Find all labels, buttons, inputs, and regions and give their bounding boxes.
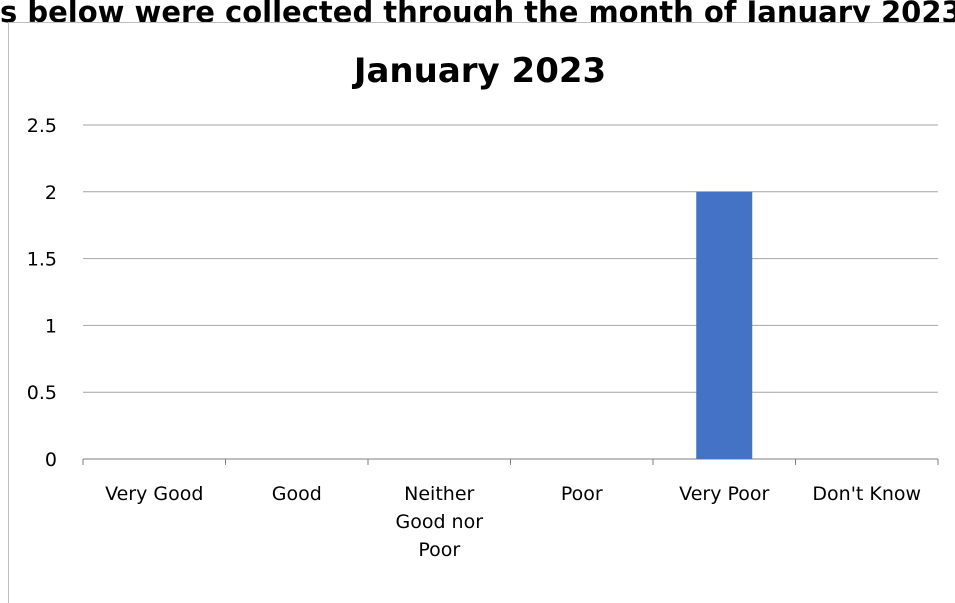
x-category-label-line: Poor — [418, 539, 460, 561]
x-category-label-line: Neither — [404, 483, 474, 505]
x-category-label-line: Don't Know — [812, 483, 921, 505]
x-category-label-line: Good — [272, 483, 322, 505]
x-category-label-line: Very Good — [105, 483, 203, 505]
y-tick-label: 2.5 — [27, 115, 57, 137]
x-category-label: Poor — [561, 483, 603, 505]
grid-lines — [83, 124, 938, 460]
x-axis-labels: Very Good Good Neither Good nor Poor Poor Very… — [105, 483, 921, 561]
y-tick-label: 0.5 — [27, 382, 57, 404]
x-axis — [82, 459, 939, 465]
bars — [696, 191, 753, 460]
x-category-label: Neither Good nor Poor — [395, 483, 483, 561]
bar — [696, 191, 753, 460]
y-tick-label: 1.5 — [27, 249, 57, 271]
bar-chart: January 2023 0 0.5 1 1.5 2 2.5 Very Good Good N… — [27, 51, 939, 561]
y-tick-label: 2 — [45, 182, 57, 204]
chart-frame — [8, 22, 955, 603]
x-category-label: Very Good — [105, 483, 203, 505]
x-category-label-line: Poor — [561, 483, 603, 505]
x-category-label-line: Good nor — [395, 511, 483, 533]
x-category-label: Very Poor — [679, 483, 769, 505]
x-category-label: Good — [272, 483, 322, 505]
x-category-label-line: Very Poor — [679, 483, 769, 505]
chart-title: January 2023 — [352, 51, 606, 91]
y-tick-label: 1 — [45, 315, 57, 337]
x-category-label: Don't Know — [812, 483, 921, 505]
y-axis-ticks: 0 0.5 1 1.5 2 2.5 — [27, 115, 57, 471]
y-tick-label: 0 — [45, 449, 57, 471]
